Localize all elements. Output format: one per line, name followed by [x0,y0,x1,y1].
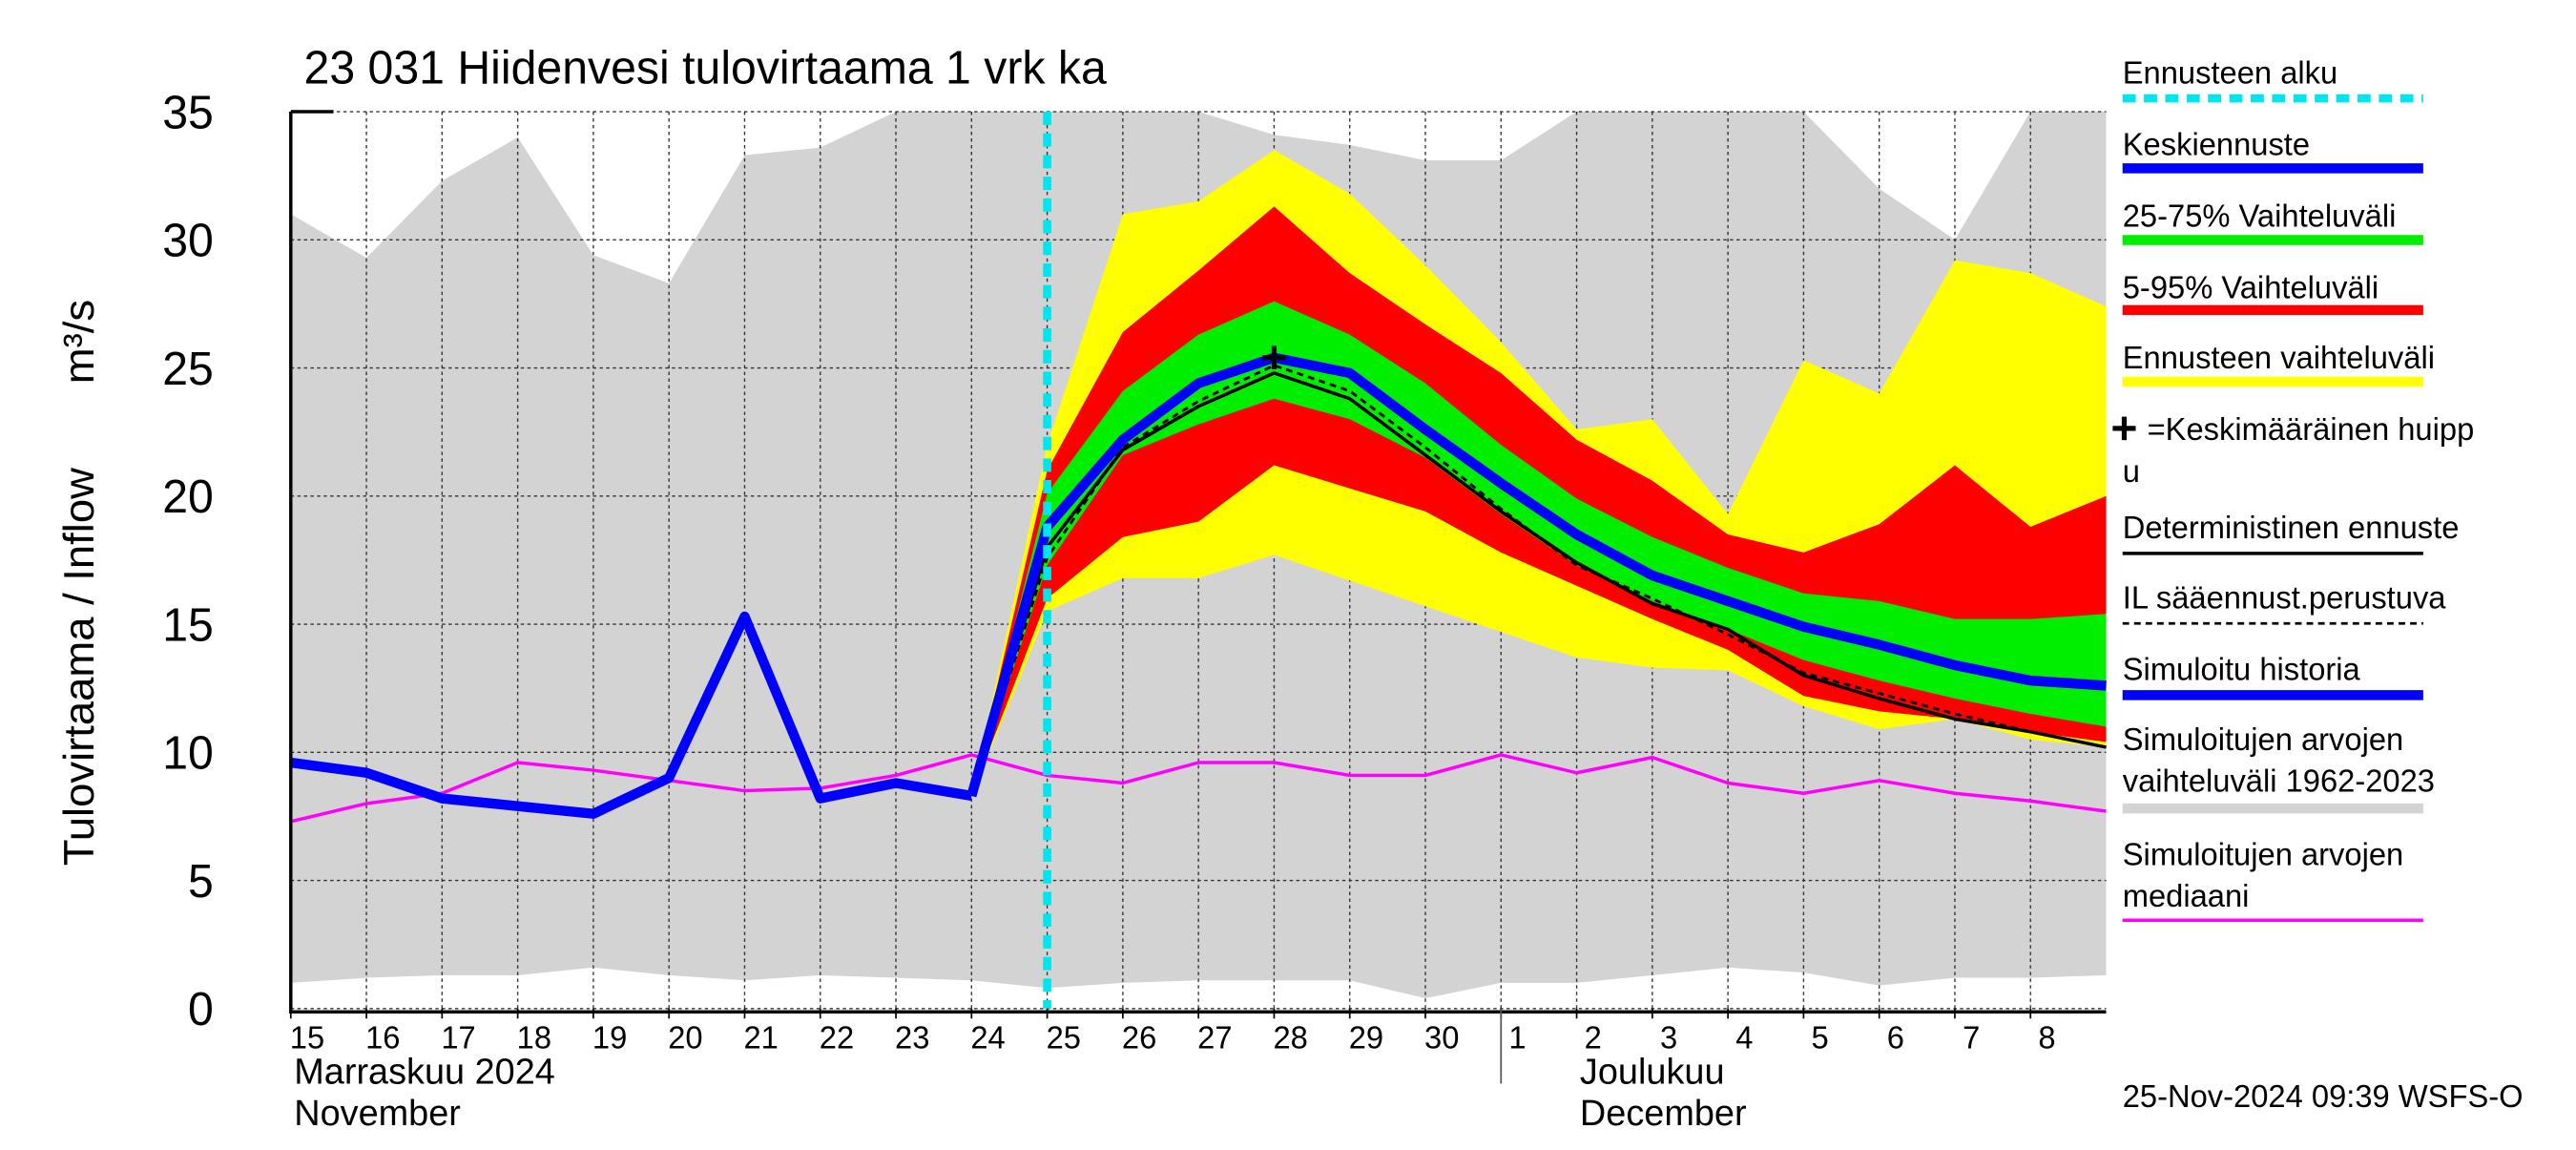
y-tick-label: 35 [162,87,214,138]
x-tick-label: 1 [1508,1019,1526,1055]
legend-label: 25-75% Vaihteluväli [2123,198,2397,233]
legend-label: Simuloitujen arvojen [2123,836,2403,871]
month-label: Joulukuu [1580,1051,1725,1092]
y-axis-unit: m³/s [54,300,103,384]
x-tick-label: 23 [895,1019,929,1055]
series-line [966,352,2107,798]
legend-label: IL sääennust.perustuva [2123,579,2446,615]
legend-label: 5-95% Vaihteluväli [2123,269,2379,304]
x-tick-label: 24 [970,1019,1005,1055]
x-tick-label: 7 [1963,1019,1980,1055]
x-tick-label: 20 [668,1019,702,1055]
series-line [969,371,2107,797]
x-tick-label: 15 [290,1019,324,1055]
x-tick-label: 26 [1122,1019,1156,1055]
month-label: Marraskuu 2024 [294,1051,555,1092]
y-tick-label: 20 [162,471,214,523]
x-tick-label: 19 [592,1019,627,1055]
y-tick-label: 25 [162,344,214,395]
x-tick-label: 4 [1735,1019,1753,1055]
x-tick-label: 29 [1349,1019,1383,1055]
y-tick-label: 30 [162,215,214,266]
legend-swatch [2112,416,2136,441]
series-line [290,753,2107,824]
month-label: November [294,1093,461,1134]
x-tick-label: 3 [1660,1019,1677,1055]
x-tick-label: 2 [1585,1019,1602,1055]
x-tick-label: 27 [1197,1019,1232,1055]
y-axis-label: Tulovirtaama / Inflow [54,468,103,867]
legend-label: Ennusteen vaihteluväli [2123,340,2435,375]
y-tick-label: 10 [162,727,214,779]
x-tick-label: 17 [441,1019,475,1055]
x-tick-label: 25 [1047,1019,1081,1055]
legend-label: Simuloitujen arvojen [2123,721,2403,757]
x-tick-label: 22 [820,1019,854,1055]
legend-label: Keskiennuste [2123,126,2310,161]
month-label: December [1580,1093,1747,1134]
x-tick-label: 18 [517,1019,551,1055]
x-tick-label: 28 [1273,1019,1307,1055]
y-tick-label: 5 [188,856,214,908]
chart-title: 23 031 Hiidenvesi tulovirtaama 1 vrk ka [304,42,1107,94]
legend-label: Deterministinen ennuste [2123,510,2460,545]
legend-label: vaihteluväli 1962-2023 [2123,763,2435,798]
legend-label: Simuloitu historia [2123,651,2361,686]
peak-marker [1262,345,1286,370]
legend-label: u [2123,453,2140,489]
footer: 25-Nov-2024 09:39 WSFS-O [2123,1078,2524,1114]
x-tick-label: 30 [1424,1019,1459,1055]
legend-label: Ennusteen alku [2123,54,2337,90]
x-tick-label: 8 [2038,1019,2055,1055]
x-tick-label: 6 [1887,1019,1904,1055]
y-tick-label: 0 [188,984,214,1035]
series-line [290,611,973,819]
x-tick-label: 21 [743,1019,778,1055]
legend-label: =Keskimääräinen huipp [2148,411,2475,447]
legend-label: mediaani [2123,878,2250,913]
x-tick-label: 5 [1812,1019,1829,1055]
x-tick-label: 16 [365,1019,400,1055]
y-tick-label: 15 [162,599,214,651]
